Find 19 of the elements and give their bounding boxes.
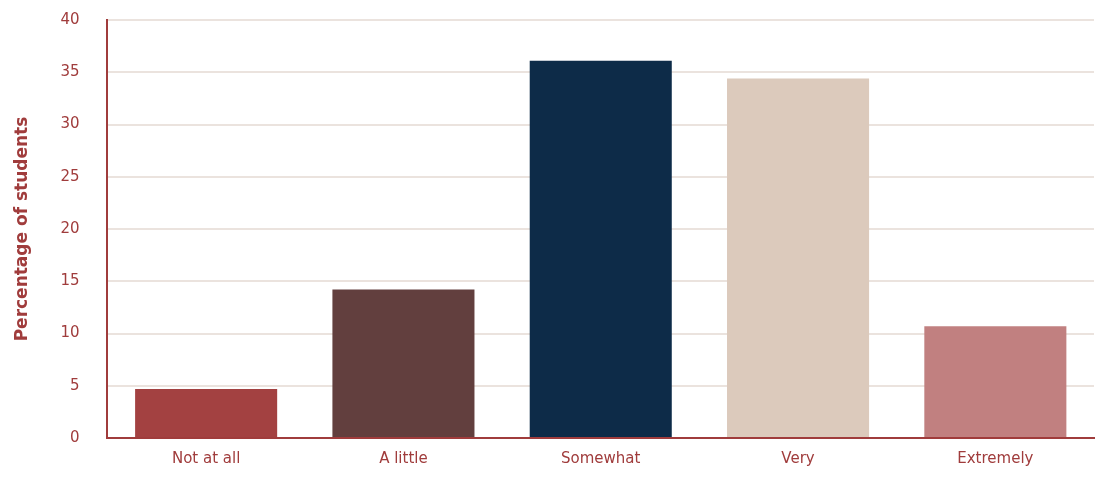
bar	[529, 60, 672, 437]
x-tick-label: Somewhat	[561, 448, 641, 467]
x-tick-label: Extremely	[957, 448, 1034, 467]
y-tick-label: 0	[69, 427, 80, 446]
x-tick-label: Not at all	[171, 448, 241, 467]
bar	[332, 289, 475, 437]
y-tick-label: 5	[69, 375, 80, 394]
y-tick-label: 40	[60, 9, 80, 28]
bar	[924, 326, 1067, 437]
y-tick-label: 10	[60, 323, 80, 342]
x-tick-label: A little	[379, 448, 428, 467]
y-tick-label: 30	[60, 114, 80, 133]
y-tick-label: 35	[60, 62, 80, 81]
y-tick-label: 15	[60, 271, 80, 290]
y-tick-label: 20	[60, 218, 80, 237]
x-tick-label: Very	[781, 448, 815, 467]
bar	[727, 78, 870, 437]
y-axis-title: Percentage of students	[10, 116, 31, 342]
y-tick-label: 25	[60, 166, 80, 185]
